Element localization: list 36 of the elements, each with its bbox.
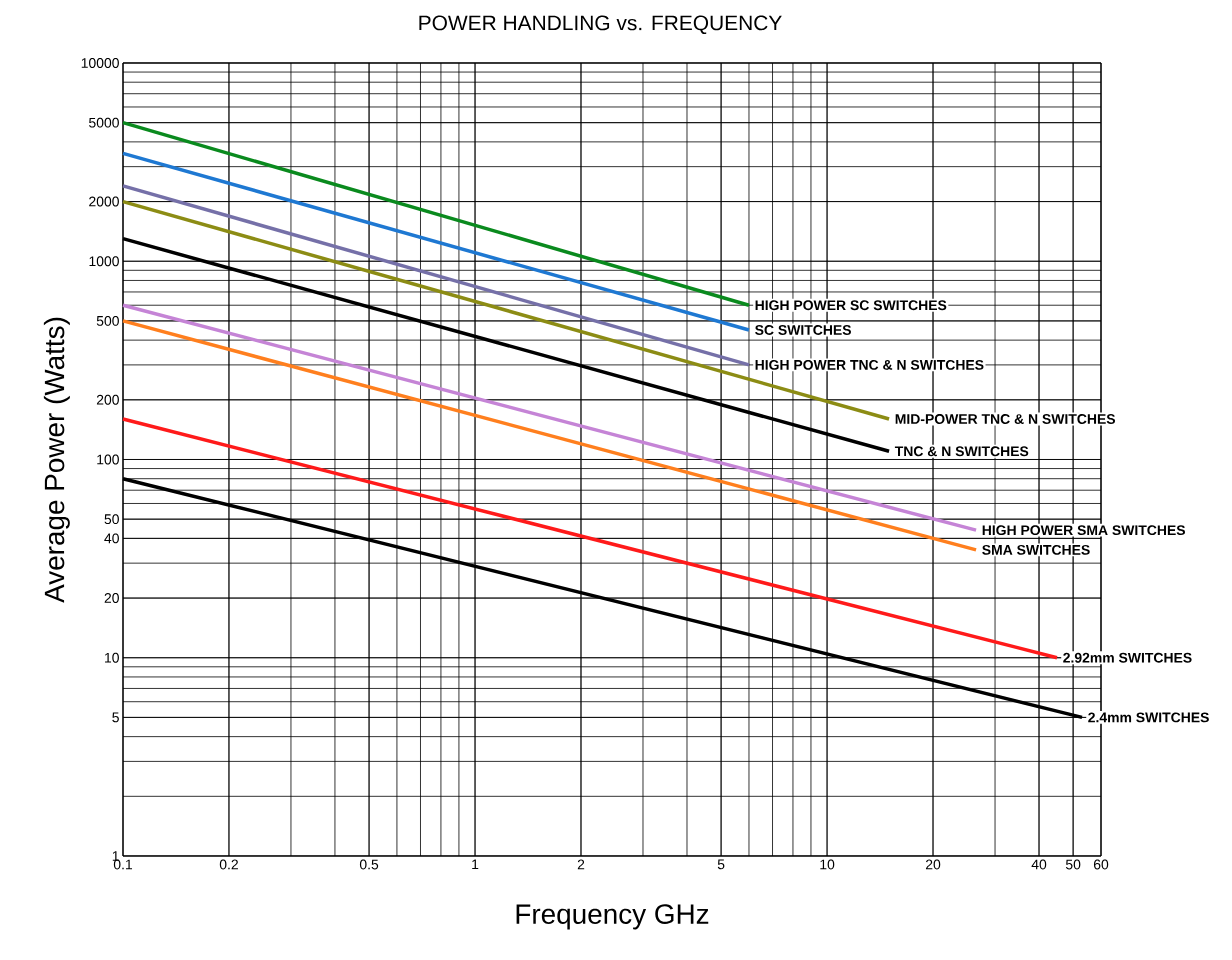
y-tick-label: 5 <box>112 712 119 723</box>
x-tick-label: 40 <box>1031 859 1047 870</box>
series-label: TNC & N SWITCHES <box>894 446 1029 457</box>
series-label: 2.4mm SWITCHES <box>1088 712 1209 723</box>
y-tick-label: 2000 <box>89 196 119 207</box>
y-tick-label: 20 <box>104 593 119 604</box>
x-tick-label: 0.2 <box>219 859 238 870</box>
series-label: HIGH POWER SC SWITCHES <box>755 300 947 311</box>
x-tick-label: 2 <box>577 859 585 870</box>
series-label: HIGH POWER TNC & N SWITCHES <box>755 359 984 370</box>
y-tick-label: 500 <box>96 315 119 326</box>
x-tick-label: 0.1 <box>113 859 133 870</box>
y-tick-label: 5000 <box>89 117 119 128</box>
x-axis-title: Frequency GHz <box>516 904 709 930</box>
series-label: 2.92mm SWITCHES <box>1063 652 1192 663</box>
y-tick-label: 40 <box>104 533 119 544</box>
x-tick-label: 20 <box>925 859 941 870</box>
x-tick-label: 0.5 <box>359 859 379 870</box>
x-tick-label: 1 <box>472 859 479 870</box>
y-tick-label: 100 <box>97 454 119 465</box>
series-label: MID-POWER TNC & N SWITCHES <box>895 414 1116 424</box>
series-label: HIGH POWER SMA SWITCHES <box>982 525 1186 536</box>
y-tick-label: 10000 <box>81 58 119 68</box>
y-tick-label: 50 <box>104 514 119 525</box>
series-label: SC SWITCHES <box>755 325 851 335</box>
y-tick-label: 200 <box>96 394 119 405</box>
x-tick-label: 10 <box>820 859 835 870</box>
x-tick-label: 60 <box>1093 859 1109 870</box>
y-axis-title: Average Power (Watts) <box>43 317 70 603</box>
y-tick-label: 10 <box>105 652 119 663</box>
chart-title: POWER HANDLING vs. FREQUENCY <box>419 15 782 35</box>
y-tick-label: 1 <box>112 851 119 861</box>
series-label: SMA SWITCHES <box>982 544 1090 555</box>
x-tick-label: 50 <box>1065 859 1081 870</box>
x-tick-label: 5 <box>717 859 725 870</box>
y-tick-label: 1000 <box>89 256 119 267</box>
